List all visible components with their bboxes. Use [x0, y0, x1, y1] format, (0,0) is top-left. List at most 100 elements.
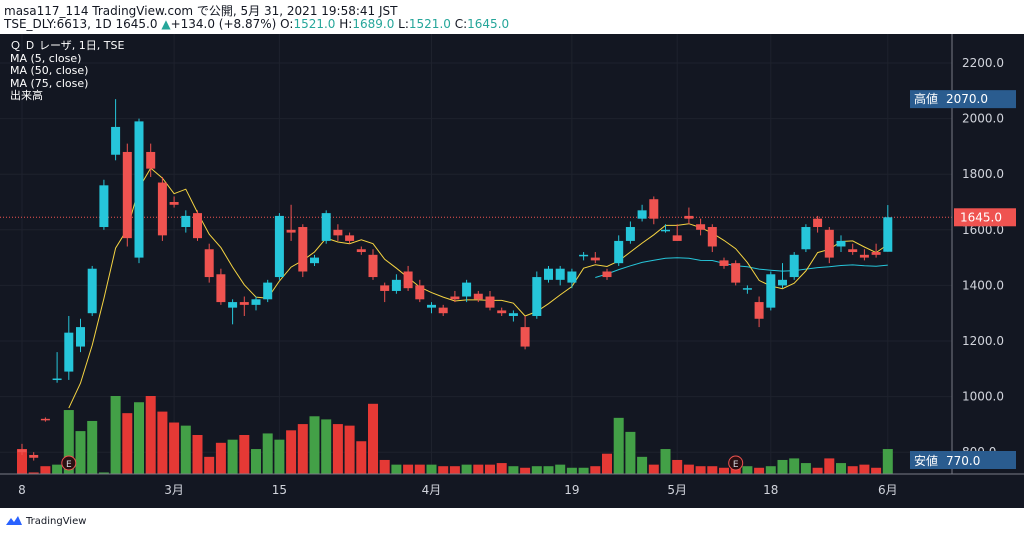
candle-body — [274, 215, 284, 278]
candle-body — [672, 235, 682, 241]
tradingview-brand[interactable]: TradingView — [6, 515, 86, 527]
candle-body — [602, 271, 612, 278]
earnings-marker[interactable] — [728, 455, 744, 471]
candle-body — [754, 302, 764, 319]
volume-bar — [157, 411, 168, 474]
volume-bar — [847, 466, 858, 474]
high-box — [910, 90, 1016, 109]
volume-bar — [660, 449, 671, 474]
candle-body — [450, 296, 460, 300]
volume-bar — [578, 467, 589, 474]
volume-bar — [496, 463, 507, 474]
volume-bar — [625, 431, 636, 474]
legend-ma50[interactable]: MA (50, close) — [10, 64, 89, 77]
volume-bar — [485, 464, 495, 474]
time-axis-labels[interactable]: 8 3月 15 4月 19 5月 18 6月 — [18, 483, 897, 497]
time-tick-label: 18 — [763, 483, 778, 497]
volume-bar — [297, 424, 308, 474]
candle-body — [555, 268, 565, 280]
candle-body — [251, 299, 261, 305]
volume-bar — [379, 459, 390, 474]
time-tick-label: 15 — [272, 483, 287, 497]
candle-body — [485, 296, 495, 308]
price-change: +134.0 (+8.87%) — [170, 17, 277, 31]
candle-body — [742, 288, 752, 290]
volume-bar — [683, 464, 694, 474]
earnings-marker[interactable] — [61, 455, 77, 471]
volume-bar — [414, 464, 425, 474]
low-label: L: — [398, 17, 409, 31]
candle-body — [766, 274, 776, 308]
volume-bar — [566, 467, 577, 474]
legend-volume[interactable]: 出来高 — [10, 89, 43, 102]
time-tick-label: 5月 — [667, 483, 687, 497]
brand-text: TradingView — [26, 515, 87, 527]
candle-body — [789, 254, 799, 278]
candle-body — [836, 240, 846, 247]
volume-bar — [356, 441, 367, 474]
price-tick-label: 1400.0 — [962, 278, 1004, 292]
candle-body — [462, 282, 472, 297]
candle-body — [76, 327, 85, 347]
volume-bar — [812, 467, 823, 474]
candle-body — [29, 454, 39, 458]
volume-bar — [473, 464, 484, 474]
candle-body — [356, 249, 366, 253]
volume-bar — [754, 467, 765, 474]
candle-body — [544, 268, 553, 280]
volume-bar — [520, 467, 531, 474]
volume-bar — [391, 464, 402, 474]
candle-body — [719, 260, 729, 266]
volume-bars — [17, 396, 893, 474]
candle-body — [239, 302, 249, 305]
volume-bar — [695, 466, 706, 474]
candle-body — [871, 252, 881, 255]
volume-bar — [227, 439, 238, 474]
open-label: O: — [280, 17, 294, 31]
price-tick-label: 2000.0 — [962, 112, 1004, 126]
candle-body — [824, 229, 834, 258]
legend-symbol[interactable]: Ｑ Ｄ レーザ, 1日, TSE — [10, 39, 125, 52]
time-tick-label: 6月 — [878, 483, 898, 497]
earnings-marker-label: E — [66, 460, 72, 470]
volume-bar — [110, 396, 121, 474]
candle-body — [286, 229, 296, 233]
legend-ma75[interactable]: MA (75, close) — [10, 76, 89, 90]
volume-bar — [28, 472, 39, 474]
price-tick-label: 1200.0 — [962, 334, 1004, 348]
volume-bar — [637, 456, 648, 474]
candle-body — [181, 215, 191, 228]
candle-body — [532, 277, 542, 316]
volume-bar — [438, 466, 449, 474]
volume-bar — [882, 449, 893, 474]
price-tick-label: 2200.0 — [962, 56, 1004, 70]
candle-body — [368, 254, 378, 278]
candle-body — [567, 271, 577, 283]
volume-bar — [426, 464, 437, 474]
volume-bar — [215, 442, 226, 474]
candle-body — [707, 227, 717, 247]
candle-body — [157, 182, 167, 236]
candle-body — [520, 327, 530, 347]
volume-bar — [274, 439, 285, 474]
legend-ma5[interactable]: MA (5, close) — [10, 51, 82, 65]
volume-bar — [531, 466, 542, 474]
candle-body — [508, 313, 518, 316]
candle-body — [848, 249, 858, 253]
candle-body — [310, 257, 319, 264]
high-marker: 高値 2070.0 — [910, 90, 1016, 109]
current-price-box — [954, 208, 1016, 227]
low-label-text: 安値 — [914, 453, 938, 468]
candle-body — [204, 249, 214, 278]
chart-header: masa117_114 TradingView.com で公開, 5月 31, … — [0, 0, 1024, 34]
candle-body — [17, 449, 27, 453]
volume-bar — [403, 464, 414, 474]
low-value-text: 770.0 — [946, 454, 980, 468]
candle-body — [146, 151, 156, 169]
volume-bar — [98, 472, 109, 474]
price-tick-label: 1800.0 — [962, 167, 1004, 181]
candle-body — [614, 240, 624, 264]
candle-body — [625, 227, 635, 241]
candle-body — [298, 227, 308, 272]
